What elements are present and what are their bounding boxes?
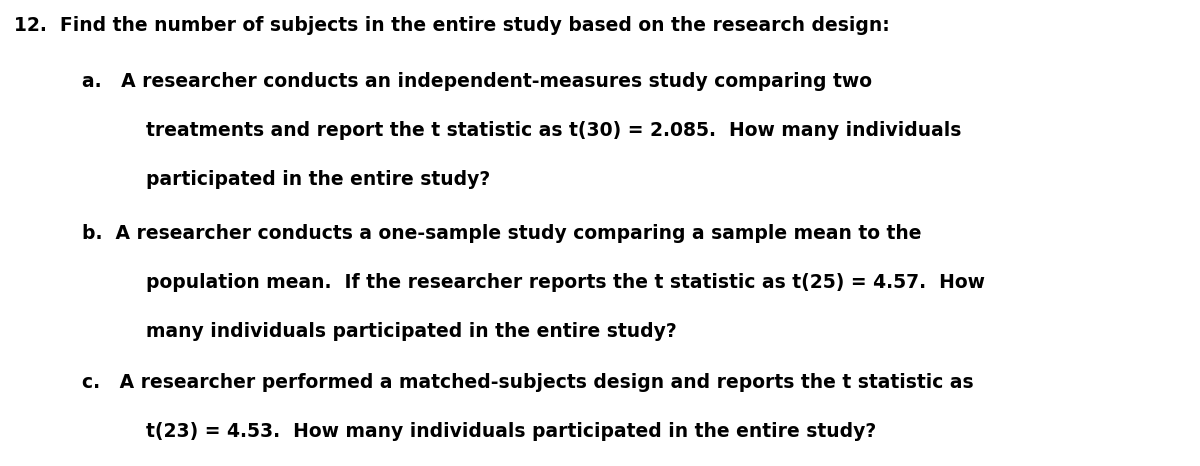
Text: c.   A researcher performed a matched-subjects design and reports the t statisti: c. A researcher performed a matched-subj… bbox=[82, 373, 973, 392]
Text: 12.  Find the number of subjects in the entire study based on the research desig: 12. Find the number of subjects in the e… bbox=[14, 16, 890, 35]
Text: t(23) = 4.53.  How many individuals participated in the entire study?: t(23) = 4.53. How many individuals parti… bbox=[146, 422, 877, 441]
Text: many individuals participated in the entire study?: many individuals participated in the ent… bbox=[146, 322, 677, 341]
Text: population mean.  If the researcher reports the t statistic as t(25) = 4.57.  Ho: population mean. If the researcher repor… bbox=[146, 273, 985, 292]
Text: treatments and report the t statistic as t(30) = 2.085.  How many individuals: treatments and report the t statistic as… bbox=[146, 121, 961, 140]
Text: a.   A researcher conducts an independent-measures study comparing two: a. A researcher conducts an independent-… bbox=[82, 72, 871, 91]
Text: b.  A researcher conducts a one-sample study comparing a sample mean to the: b. A researcher conducts a one-sample st… bbox=[82, 224, 922, 243]
Text: participated in the entire study?: participated in the entire study? bbox=[146, 170, 491, 189]
